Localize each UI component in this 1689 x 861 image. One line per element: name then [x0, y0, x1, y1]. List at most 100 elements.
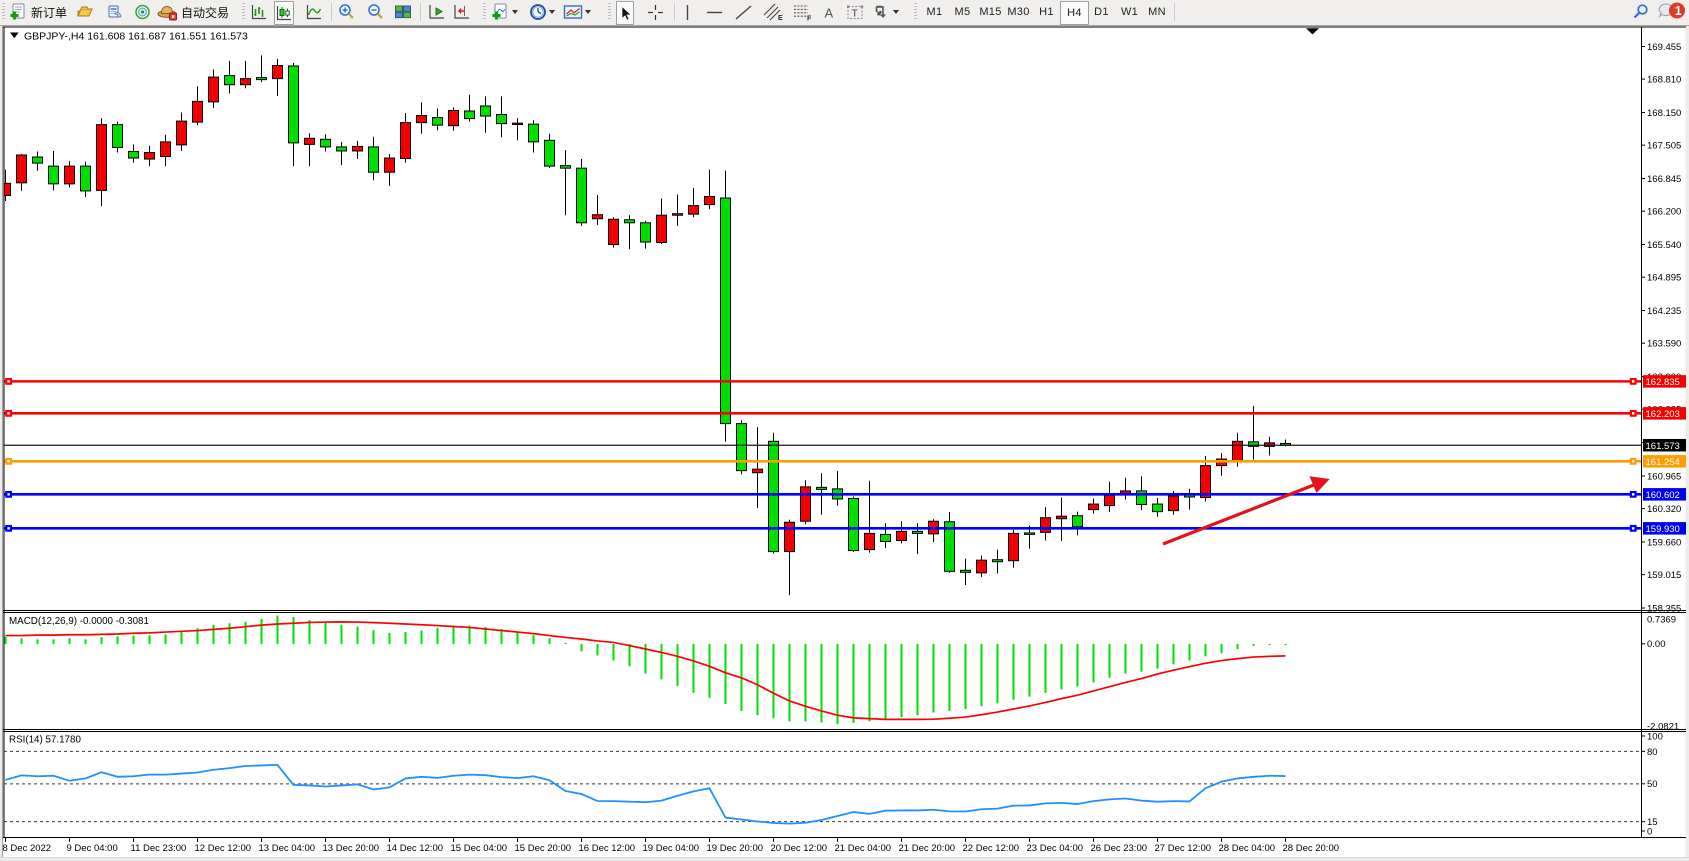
macd-histogram-bar [1220, 644, 1223, 654]
zoom-in-button[interactable] [337, 1, 356, 23]
search-button[interactable] [1632, 1, 1650, 23]
price-tick-label: 166.845 [1647, 174, 1681, 185]
label-t-icon: T [846, 4, 864, 21]
candle [992, 549, 1003, 574]
toolbar-drag-handle[interactable] [242, 3, 245, 21]
macd-histogram-bar [1124, 644, 1127, 674]
line-chart-button[interactable] [305, 1, 323, 23]
macd-histogram-bar [996, 644, 999, 704]
indicators-button[interactable] [491, 1, 518, 23]
candle-body [416, 115, 427, 124]
toolbar-drag-handle[interactable] [483, 3, 486, 21]
auto-scroll-icon [427, 4, 446, 21]
rsi-axis-label: 80 [1647, 747, 1658, 758]
price-tick-label: 168.150 [1647, 108, 1681, 119]
chat-button[interactable]: 1 [1656, 1, 1686, 23]
macd-histogram-bar [356, 626, 359, 644]
candlestick-chart-button[interactable] [274, 1, 294, 25]
shift-marker-icon[interactable] [1306, 28, 1319, 35]
price-tick-label: 159.660 [1647, 537, 1681, 548]
candle-body [32, 156, 43, 164]
trend-icon [734, 4, 753, 21]
rsi-panel[interactable] [4, 750, 1642, 825]
window-frame-bottom [0, 858, 1689, 861]
timeframe-mn-button[interactable]: MN [1143, 1, 1171, 23]
timeframe-m5-button[interactable]: M5 [949, 1, 976, 23]
time-tick-label: 13 Dec 04:00 [259, 843, 316, 854]
candle [1248, 405, 1259, 460]
fibonacci-button[interactable]: F [792, 1, 813, 23]
periods-button[interactable] [529, 1, 555, 23]
text-label-button[interactable]: T [846, 1, 864, 23]
auto-scroll-button[interactable] [427, 1, 446, 23]
candle-body [704, 195, 715, 206]
macd-histogram-bar [52, 639, 55, 644]
charts-profile-button[interactable] [76, 1, 94, 23]
timeframe-h4-button[interactable]: H4 [1060, 1, 1089, 25]
main-plot-area[interactable] [1, 55, 1642, 596]
toolbar-drag-handle[interactable] [608, 3, 611, 21]
toolbar-separator [331, 3, 332, 21]
candle-body [880, 533, 891, 542]
timeframe-m1-button[interactable]: M1 [921, 1, 948, 23]
timeframe-h1-button[interactable]: H1 [1033, 1, 1060, 23]
candle [976, 555, 987, 577]
data-window-button[interactable] [106, 1, 124, 23]
timeframe-w1-button[interactable]: W1 [1116, 1, 1143, 23]
macd-histogram-bar [868, 644, 871, 722]
arrows-button[interactable] [873, 1, 899, 23]
zoom-out-button[interactable] [366, 1, 385, 23]
timeframe-m5-label: M5 [954, 6, 971, 18]
horizontal-line-button[interactable] [705, 1, 724, 23]
vertical-line-button[interactable] [681, 1, 694, 23]
symbol-dropdown-icon[interactable] [10, 32, 19, 39]
trendline-button[interactable] [734, 1, 753, 23]
time-axis[interactable]: 8 Dec 2022 9 Dec 04:00 11 Dec 23:00 12 Dec … [3, 837, 1340, 855]
price-tick-label: 165.540 [1647, 240, 1681, 251]
horizontal-line-object[interactable] [4, 457, 1642, 465]
chart-shift-button[interactable] [452, 1, 471, 23]
candle [160, 134, 171, 167]
templates-button[interactable] [563, 1, 591, 23]
macd-panel[interactable] [4, 615, 1287, 725]
line-anchor-marker-center [1632, 380, 1635, 383]
toolbar-drag-handle[interactable] [914, 3, 917, 21]
price-axis[interactable]: 169.455 168.810 168.150 167.505 166.845 166.2… [1641, 42, 1687, 615]
text-button[interactable]: A [822, 1, 837, 23]
line-chart-icon [305, 4, 323, 21]
auto-trading-button[interactable]: 自动交易 [157, 1, 229, 23]
macd-histogram-bar [1108, 644, 1111, 678]
macd-histogram-bar [388, 632, 391, 644]
rsi-axis-label: 100 [1647, 731, 1663, 742]
line-anchor-marker-center [7, 380, 10, 383]
signals-button[interactable] [134, 1, 151, 23]
horizontal-line-object[interactable] [4, 490, 1642, 498]
candlestick-series [4, 55, 1291, 596]
trend-arrow-shaft[interactable] [1162, 483, 1316, 546]
toolbar-drag-handle[interactable] [2, 3, 5, 21]
chevron-down-icon [549, 10, 555, 14]
bar-chart-button[interactable] [250, 1, 268, 23]
trend-arrow-head[interactable] [1309, 476, 1330, 493]
macd-histogram-bar [516, 632, 519, 644]
timeframe-m30-button[interactable]: M30 [1004, 1, 1033, 23]
crosshair-button[interactable] [647, 1, 664, 23]
candle [496, 96, 507, 138]
horizontal-line-object[interactable] [4, 409, 1642, 417]
timeframe-d1-button[interactable]: D1 [1088, 1, 1115, 23]
tile-windows-button[interactable] [394, 1, 412, 23]
line-anchor-marker-center [7, 460, 10, 463]
time-tick-label: 28 Dec 04:00 [1219, 843, 1276, 854]
candle [704, 169, 715, 210]
horizontal-line-object[interactable] [4, 377, 1642, 385]
candle [304, 133, 315, 167]
equidistant-channel-button[interactable]: E [763, 1, 784, 23]
candle-body [4, 182, 11, 196]
new-order-button[interactable]: 新订单 [9, 1, 67, 23]
horizontal-line-object[interactable] [4, 524, 1642, 532]
macd-histogram-bar [260, 619, 263, 644]
timeframe-m15-button[interactable]: M15 [976, 1, 1005, 23]
cursor-button[interactable] [616, 1, 634, 25]
